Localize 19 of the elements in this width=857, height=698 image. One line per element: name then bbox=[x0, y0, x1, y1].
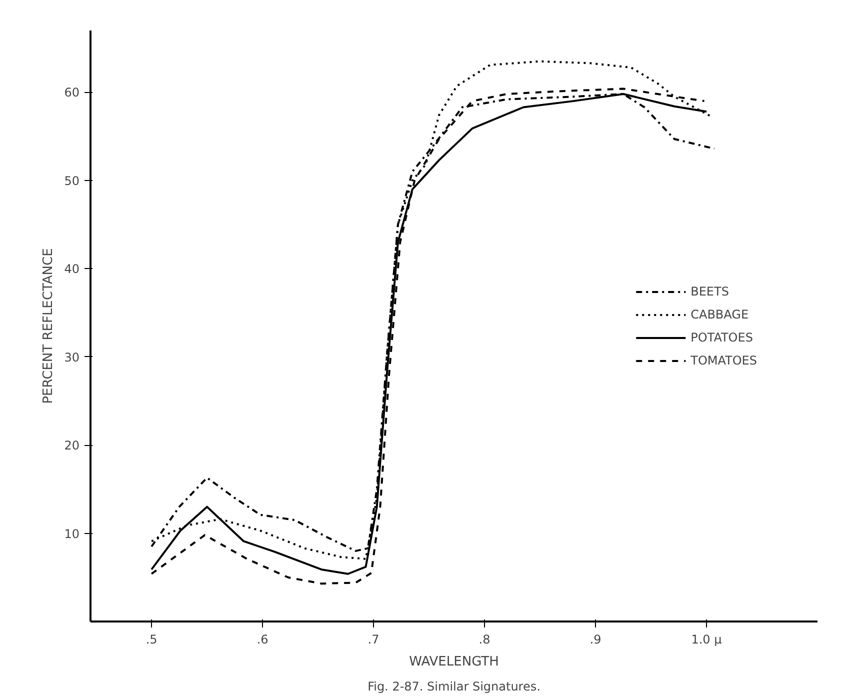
x-tick-label: .5 bbox=[146, 632, 158, 646]
y-axis-title: PERCENT REFLECTANCE bbox=[41, 248, 56, 404]
legend-label: POTATOES bbox=[690, 330, 753, 344]
y-tick-label: 10 bbox=[64, 526, 80, 541]
x-tick-label: 1.0 μ bbox=[691, 632, 722, 646]
y-tick-label: 60 bbox=[64, 86, 80, 100]
y-tick-label: 40 bbox=[64, 262, 80, 276]
x-tick-label: .6 bbox=[256, 632, 268, 646]
x-tick-label: .8 bbox=[478, 632, 490, 646]
y-tick-label: 20 bbox=[64, 438, 80, 453]
y-tick-label: 50 bbox=[64, 174, 80, 188]
x-axis-title: WAVELENGTH bbox=[409, 654, 499, 670]
legend-label: TOMATOES bbox=[690, 353, 757, 367]
y-tick-label: 30 bbox=[64, 350, 80, 364]
legend-label: BEETS bbox=[690, 284, 729, 298]
legend-label: CABBAGE bbox=[690, 307, 749, 321]
x-tick-label: .9 bbox=[590, 632, 602, 646]
x-tick-label: .7 bbox=[368, 632, 380, 646]
caption: Fig. 2-87. Similar Signatures. bbox=[368, 680, 540, 694]
